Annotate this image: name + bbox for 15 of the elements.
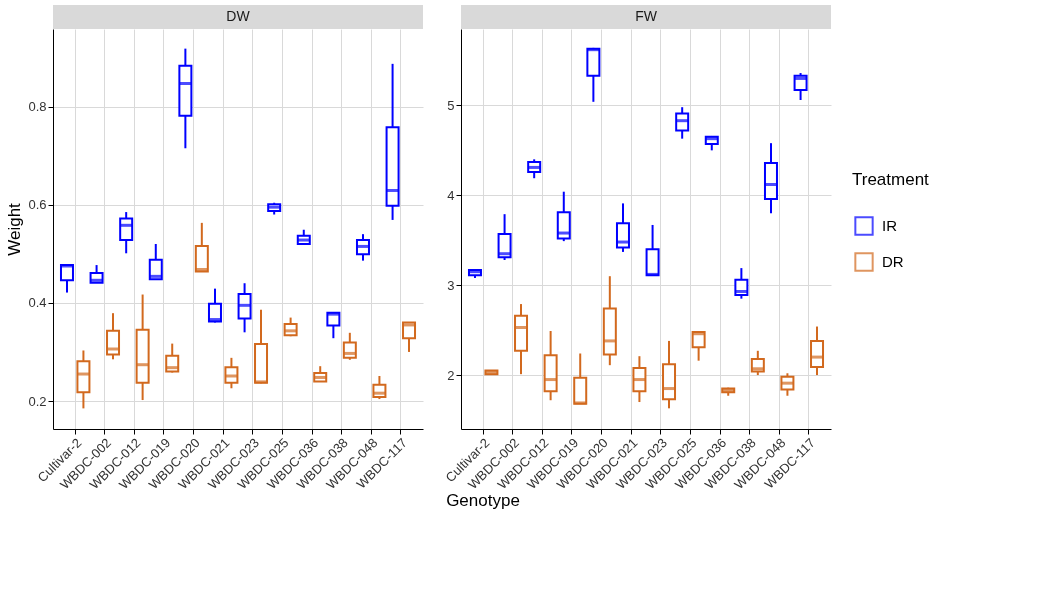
y-tick-label: 0.8 [28,99,47,115]
chart-title: FW [635,8,658,24]
legend-label: IR [882,217,898,234]
y-axis-title: Weight [5,202,25,256]
y-tick-label: 0.2 [28,393,47,409]
y-tick-label: 3 [447,277,455,293]
y-tick-label: 5 [447,97,455,113]
legend-title: Treatment [852,170,930,189]
x-axis-title: Genotype [446,491,520,510]
chart-title: DW [226,8,251,24]
legend-label: DR [882,253,904,270]
y-tick-label: 2 [447,367,455,383]
y-tick-label: 0.6 [28,197,47,213]
y-tick-label: 0.4 [28,295,47,311]
y-tick-label: 4 [447,187,455,203]
